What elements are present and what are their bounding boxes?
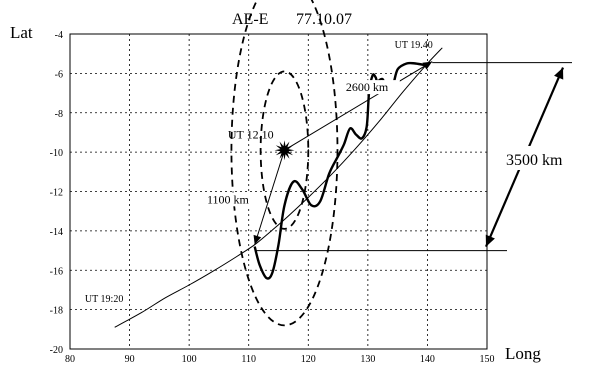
x-tick-label: 150 — [480, 354, 495, 365]
y-tick-label: -12 — [50, 188, 63, 199]
end-point-arrowhead — [422, 61, 433, 70]
start-point-arrowhead — [253, 234, 262, 245]
inner-distance-circle — [259, 70, 310, 230]
inner-radius-label: 1100 km — [207, 192, 250, 206]
y-tick-label: -14 — [50, 227, 63, 238]
outer-radius-label: 2600 km — [346, 80, 389, 94]
y-tick-label: -16 — [50, 266, 63, 277]
outer-radius-label-background — [343, 80, 400, 95]
source-to-end-line — [284, 61, 433, 151]
distance-indicator: 3500 km — [254, 62, 590, 252]
y-tick-label: -8 — [55, 109, 63, 120]
chart-date: 77.10.07 — [296, 11, 352, 28]
distance-arrowhead-bottom — [485, 234, 495, 247]
end-time-label: UT 19.40 — [395, 40, 433, 51]
y-tick-label: -20 — [50, 345, 63, 356]
x-axis-title: Long — [505, 344, 541, 363]
inner-radius-label-background — [205, 192, 262, 207]
x-tick-label: 110 — [241, 354, 256, 365]
distance-label-background — [502, 146, 590, 170]
outer-distance-circle — [230, 0, 339, 327]
y-axis-title: Lat — [10, 23, 33, 42]
distance-label: 3500 km — [506, 152, 563, 169]
distance-arrowhead-top — [554, 67, 564, 80]
tick-labels: 80 90 100 110 120 130 140 150 -4 -6 -8 -10 -12 -14 -16… — [50, 30, 495, 365]
y-tick-label: -6 — [55, 69, 63, 80]
plot-frame — [69, 33, 488, 350]
source-star-marker — [274, 140, 295, 161]
x-tick-label: 140 — [420, 354, 435, 365]
start-time-label: UT 19:20 — [85, 294, 123, 305]
x-tick-label: 130 — [360, 354, 375, 365]
x-tick-label: 80 — [65, 354, 75, 365]
y-tick-label: -4 — [55, 30, 63, 41]
series: 2600 km UT 12.10 1100 km UT 19:20 UT 19.40 — [85, 0, 443, 328]
y-tick-label: -10 — [50, 148, 63, 159]
x-tick-label: 100 — [182, 354, 197, 365]
chart-title: AE-E — [232, 11, 268, 28]
y-tick-label: -18 — [50, 306, 63, 317]
source-to-start-line — [254, 150, 285, 245]
x-tick-label: 90 — [125, 354, 135, 365]
source-time-label: UT 12.10 — [228, 127, 274, 141]
x-tick-label: 120 — [301, 354, 316, 365]
